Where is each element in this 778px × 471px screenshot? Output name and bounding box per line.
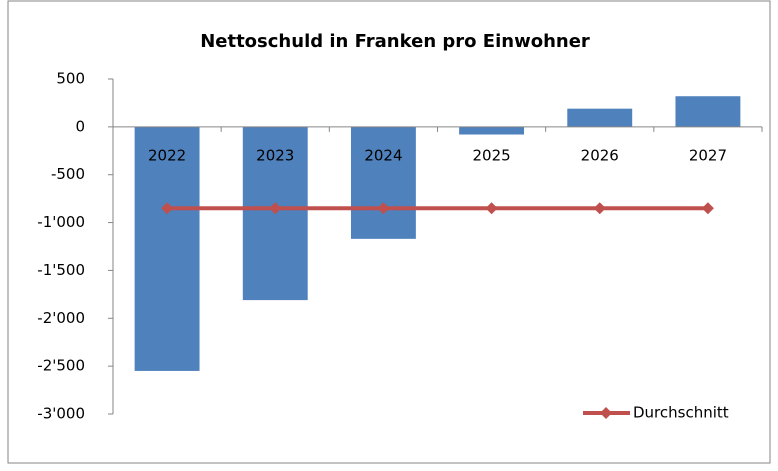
line-marker bbox=[161, 202, 174, 215]
bar bbox=[675, 96, 741, 127]
line-marker bbox=[485, 202, 498, 215]
x-tick-label: 2025 bbox=[472, 146, 510, 164]
bar bbox=[350, 126, 416, 239]
chart-title: Nettoschuld in Franken pro Einwohner bbox=[200, 31, 590, 52]
y-tick-label: 0 bbox=[75, 117, 85, 135]
legend-marker bbox=[600, 407, 612, 419]
bar bbox=[567, 108, 633, 127]
x-tick-label: 2024 bbox=[364, 146, 402, 164]
y-tick-label: -2'500 bbox=[37, 357, 85, 375]
line-marker bbox=[377, 202, 390, 215]
legend-label: Durchschnitt bbox=[633, 404, 729, 422]
x-tick-label: 2023 bbox=[256, 146, 294, 164]
y-tick-label: -2'000 bbox=[37, 309, 85, 327]
line-marker bbox=[269, 202, 282, 215]
y-tick-label: -1'000 bbox=[37, 213, 85, 231]
x-tick-label: 2026 bbox=[581, 146, 619, 164]
y-tick-label: -1'500 bbox=[37, 261, 85, 279]
bar bbox=[134, 126, 200, 371]
y-tick-label: 500 bbox=[56, 70, 85, 88]
x-tick-label: 2027 bbox=[689, 146, 727, 164]
x-tick-label: 2022 bbox=[148, 146, 186, 164]
line-marker bbox=[701, 202, 714, 215]
line-marker bbox=[593, 202, 606, 215]
y-tick-label: -500 bbox=[51, 165, 85, 183]
y-tick-label: -3'000 bbox=[37, 405, 85, 423]
bar bbox=[459, 126, 525, 135]
